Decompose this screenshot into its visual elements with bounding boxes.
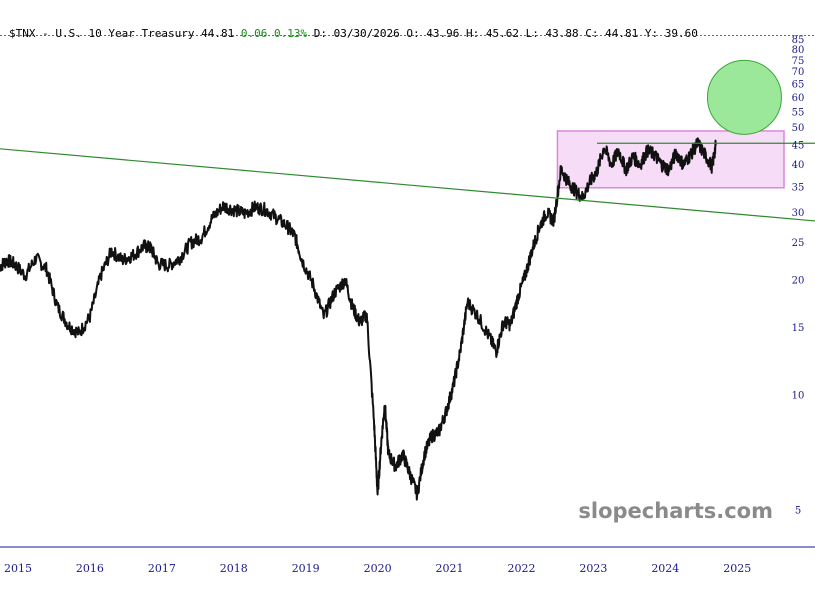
chart-header: $TNX - U.S. 10 Year Treasury 44.81 0.06 …: [9, 27, 698, 40]
watermark: slopecharts.com: [578, 499, 773, 523]
x-tick-label: 2019: [292, 562, 320, 575]
y-tick-label: 30: [792, 208, 805, 219]
y-tick-label: 80: [792, 45, 805, 56]
x-tick-label: 2024: [651, 562, 679, 575]
x-tick-label: 2016: [76, 562, 104, 575]
y-tick-label: 35: [792, 182, 805, 193]
header-name: U.S. 10 Year Treasury: [55, 27, 194, 40]
x-tick-label: 2015: [4, 562, 32, 575]
header-year: Y: 39.60: [645, 27, 698, 40]
y-tick-label: 85: [792, 35, 805, 46]
trendline: [0, 148, 815, 222]
y-tick-label: 40: [792, 160, 805, 171]
y-tick-label: 65: [792, 80, 805, 91]
y-tick-label: 15: [792, 323, 805, 334]
x-tick-label: 2023: [579, 562, 607, 575]
y-tick-label: 25: [792, 238, 805, 249]
y-tick-label: 10: [792, 390, 805, 401]
x-tick-label: 2018: [220, 562, 248, 575]
y-tick-label: 75: [792, 56, 805, 67]
header-change-pct: 0.13%: [274, 27, 307, 40]
y-tick-label: 45: [792, 141, 805, 152]
price-series-line: [0, 137, 717, 501]
y-tick-label: 5: [795, 505, 801, 516]
y-tick-label: 70: [792, 67, 805, 78]
y-tick-label: 60: [792, 93, 805, 104]
y-tick-label: 55: [792, 107, 805, 118]
highlight-circle: [706, 59, 782, 135]
header-open: O: 43.96: [406, 27, 459, 40]
header-last: 44.81: [201, 27, 234, 40]
x-tick-label: 2021: [436, 562, 464, 575]
header-date: D: 03/30/2026: [314, 27, 400, 40]
y-tick-label: 50: [792, 123, 805, 134]
x-tick-label: 2017: [148, 562, 176, 575]
x-tick-label: 2020: [364, 562, 392, 575]
x-tick-label: 2022: [507, 562, 535, 575]
y-tick-label: 20: [792, 275, 805, 286]
header-change: 0.06: [241, 27, 268, 40]
header-symbol: $TNX: [9, 27, 36, 40]
x-tick-label: 2025: [723, 562, 751, 575]
header-close: C: 44.81: [585, 27, 638, 40]
header-low: L: 43.88: [526, 27, 579, 40]
header-high: H: 45.62: [466, 27, 519, 40]
